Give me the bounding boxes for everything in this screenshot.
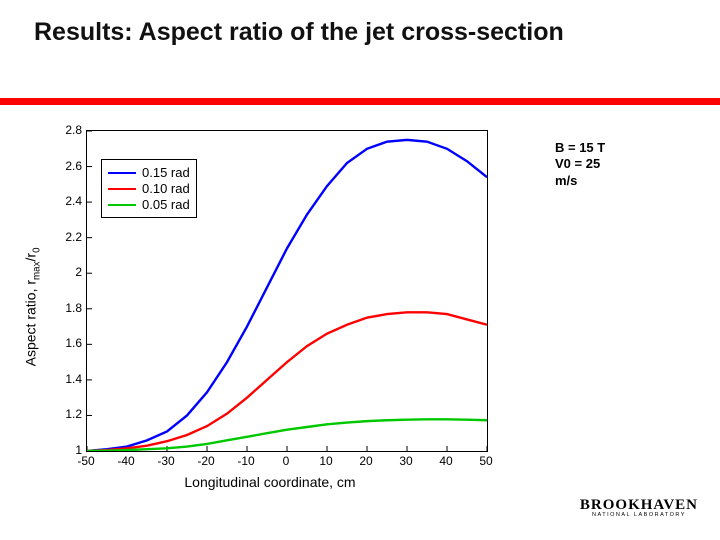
annot-line-1: B = 15 T [555,140,605,156]
annot-line-3: m/s [555,173,605,189]
legend-item: 0.10 rad [108,181,190,196]
legend-line-icon [108,188,136,190]
legend-label: 0.05 rad [142,197,190,212]
y-tick-label: 2.8 [58,123,82,137]
legend-line-icon [108,172,136,174]
legend-item: 0.05 rad [108,197,190,212]
x-tick-label: 50 [479,454,492,468]
legend-label: 0.15 rad [142,165,190,180]
y-tick-label: 1.4 [58,372,82,386]
slide-title: Results: Aspect ratio of the jet cross-s… [34,18,634,47]
brookhaven-logo: BROOKHAVEN NATIONAL LABORATORY [580,497,698,518]
x-tick-label: 0 [283,454,290,468]
y-tick-label: 2.6 [58,159,82,173]
y-tick-label: 2 [58,265,82,279]
slide: { "title": "Results: Aspect ratio of the… [0,0,720,540]
annot-line-2: V0 = 25 [555,156,605,172]
parameters-annotation: B = 15 T V0 = 25 m/s [555,140,605,189]
legend: 0.15 rad0.10 rad0.05 rad [101,159,197,218]
x-tick-label: 20 [359,454,372,468]
y-tick-label: 2.2 [58,230,82,244]
legend-item: 0.15 rad [108,165,190,180]
y-tick-label: 1.2 [58,407,82,421]
plot-area: 0.15 rad0.10 rad0.05 rad [86,130,488,452]
y-axis-label: Aspect ratio, rmax/r0 [22,122,42,492]
x-tick-label: 10 [319,454,332,468]
aspect-ratio-chart: Aspect ratio, rmax/r0 0.15 rad0.10 rad0.… [30,122,510,492]
x-tick-label: 30 [399,454,412,468]
x-tick-label: -30 [157,454,174,468]
y-tick-label: 1.8 [58,301,82,315]
y-tick-label: 2.4 [58,194,82,208]
x-tick-label: -20 [197,454,214,468]
x-tick-label: 40 [439,454,452,468]
y-tick-label: 1.6 [58,336,82,350]
x-tick-label: -10 [237,454,254,468]
logo-subtext: NATIONAL LABORATORY [580,512,698,518]
y-tick-label: 1 [58,443,82,457]
legend-label: 0.10 rad [142,181,190,196]
x-axis-label: Longitudinal coordinate, cm [30,474,510,490]
legend-line-icon [108,204,136,206]
divider [0,98,720,105]
x-tick-label: -40 [117,454,134,468]
